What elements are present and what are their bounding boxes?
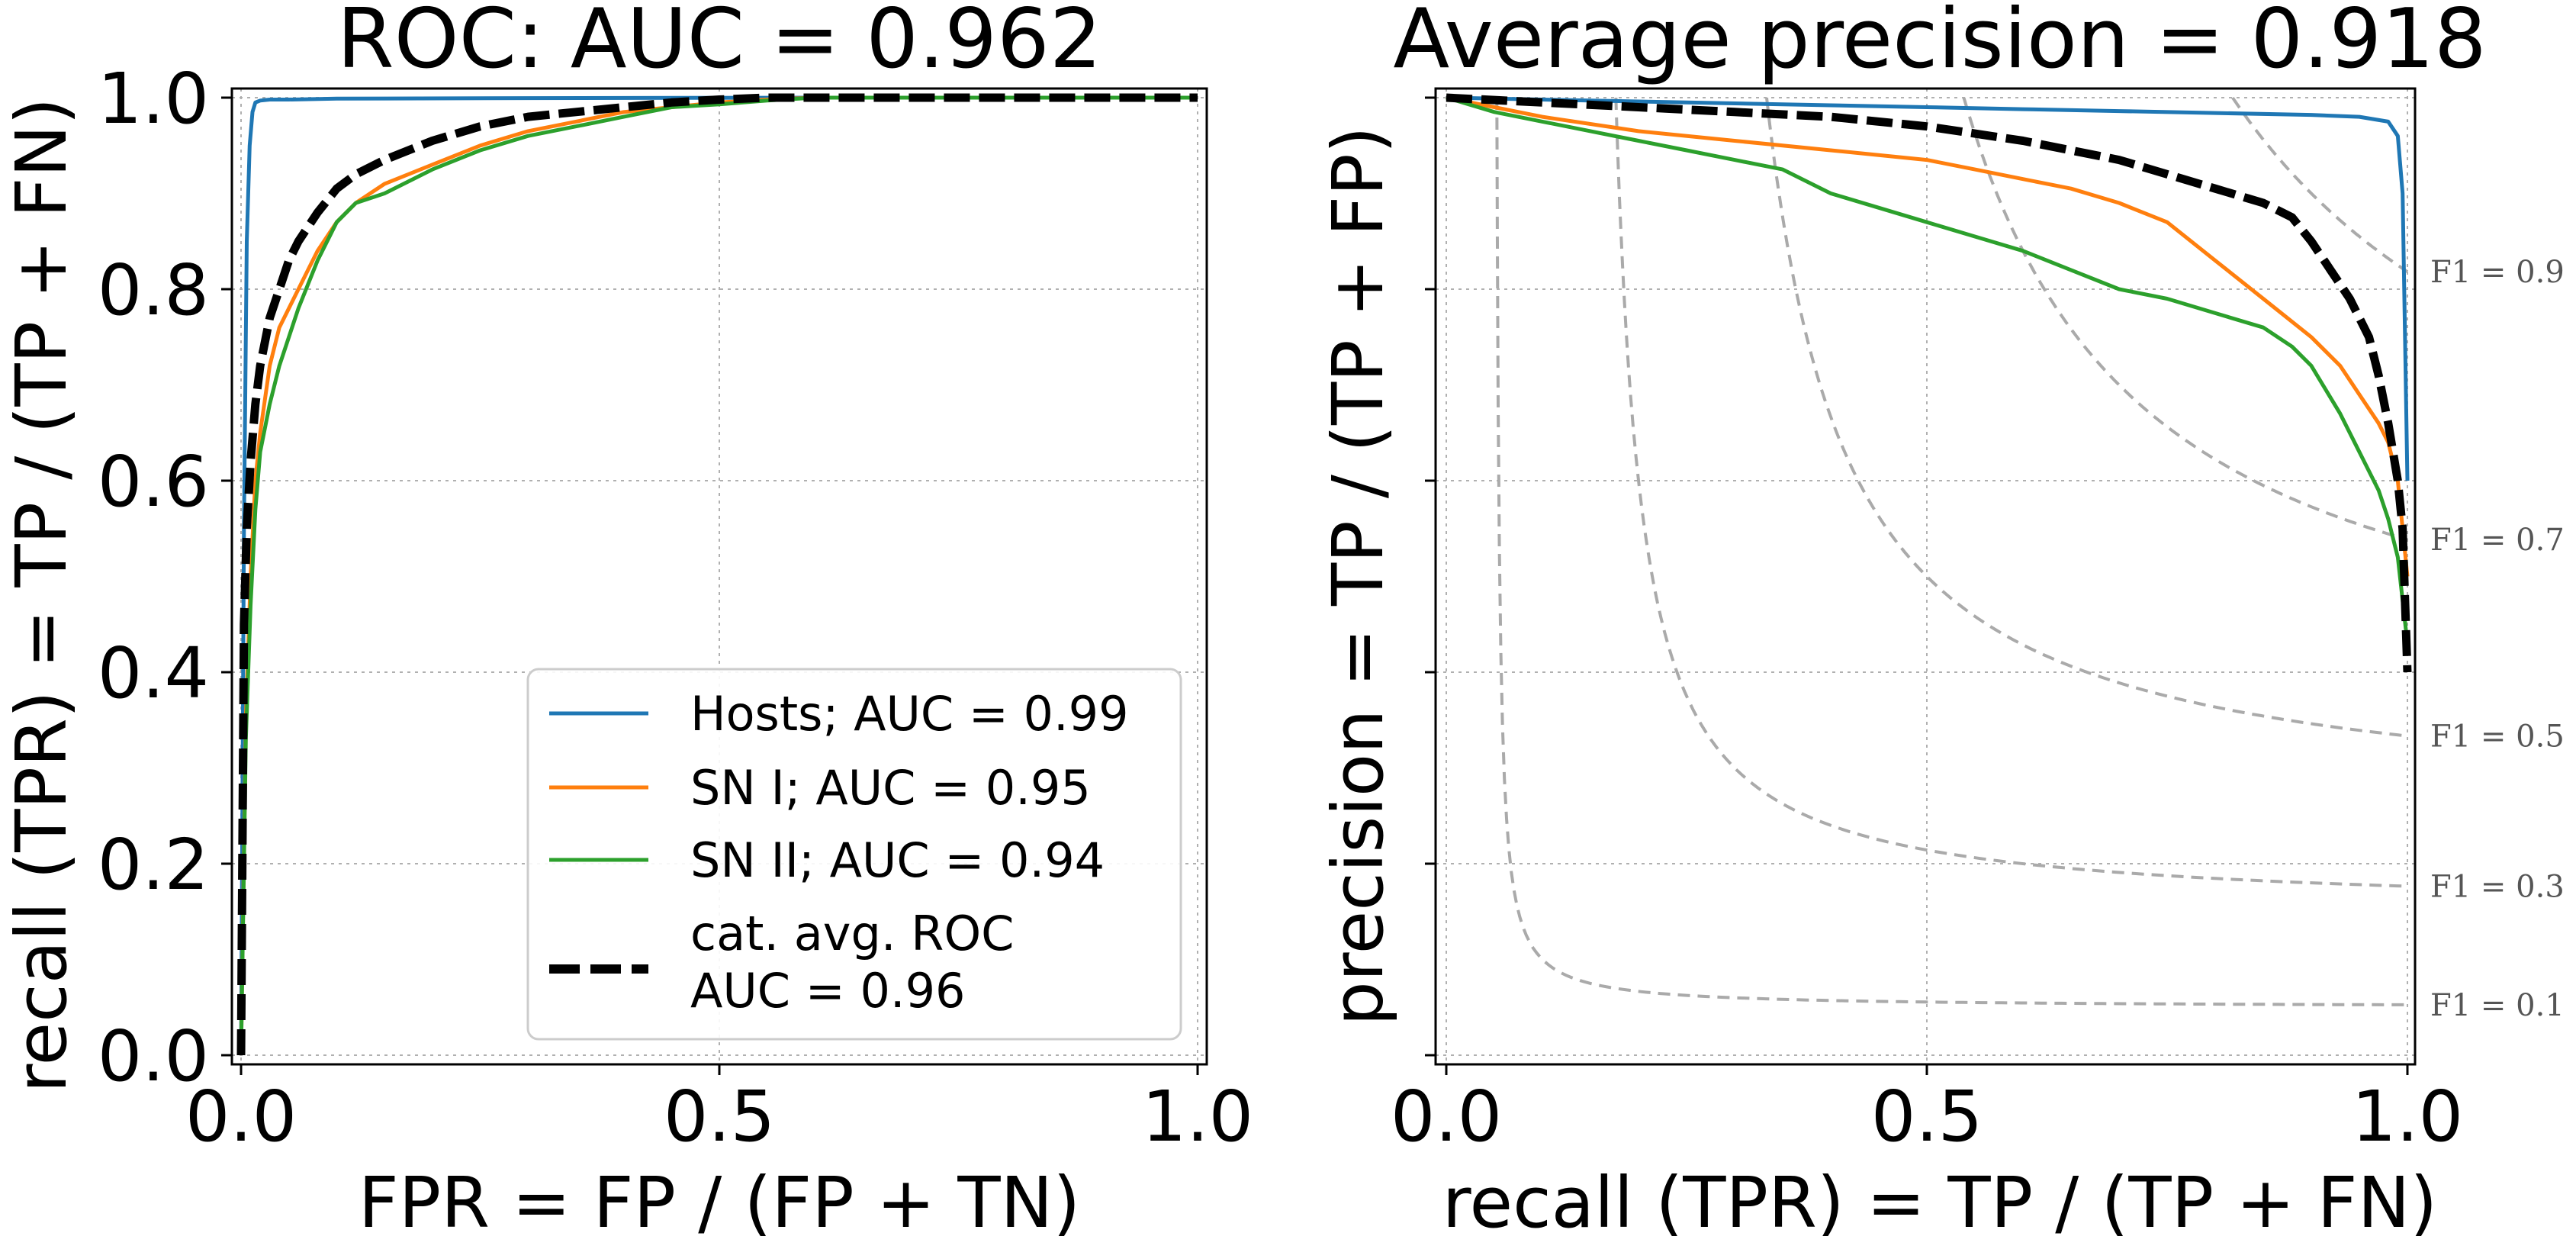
roc-ytick-label-3: 0.6 — [98, 441, 209, 523]
pr-panel: Average precision = 0.918 0.0 0.5 1.0 F1 =… — [1317, 0, 2565, 1244]
roc-ytick-label-1: 0.2 — [98, 824, 209, 906]
roc-series-3 — [236, 93, 1198, 1056]
pr-xtick-label-0: 0.0 — [1391, 1076, 1502, 1157]
iso-f1-label-4: F1 = 0.9 — [2430, 255, 2565, 290]
roc-title: ROC: AUC = 0.962 — [337, 0, 1102, 87]
pr-title: Average precision = 0.918 — [1393, 0, 2486, 87]
pr-iso-f1-labels: F1 = 0.1 F1 = 0.3 F1 = 0.5 F1 = 0.7 F1 = 0.9 — [2430, 255, 2565, 1023]
roc-legend: Hosts; AUC = 0.99 SN I; AUC = 0.95 SN II… — [526, 668, 1182, 1041]
iso-f1-curve-2 — [1765, 97, 2408, 738]
pr-ticks: 0.0 0.5 1.0 — [1391, 96, 2463, 1157]
pr-ylabel: precision = TP / (TP + FP) — [1317, 126, 1399, 1025]
pr-xtick-label-1: 0.5 — [1871, 1076, 1983, 1157]
roc-axes-frame — [230, 87, 1208, 1066]
pr-grid — [1436, 89, 2415, 1064]
roc-ytick-label-4: 0.8 — [98, 249, 209, 331]
legend-box — [526, 668, 1182, 1041]
roc-ytick-label-5: 1.0 — [98, 58, 209, 140]
iso-f1-label-2: F1 = 0.5 — [2430, 719, 2565, 755]
pr-xlabel: recall (TPR) = TP / (TP + FN) — [1442, 1162, 2438, 1244]
roc-panel: ROC: AUC = 0.962 0.0 0.5 1.00.00.20.40.60.… — [1, 0, 1253, 1244]
pr-series-2 — [1446, 95, 2410, 644]
pr-axes-frame — [1434, 87, 2417, 1066]
iso-f1-label-3: F1 = 0.7 — [2430, 523, 2565, 558]
iso-f1-curve-3 — [1962, 97, 2408, 542]
pr-series — [1446, 93, 2412, 673]
roc-ytick-label-2: 0.4 — [98, 633, 209, 714]
roc-ticks: 0.0 0.5 1.0 0.0 0.2 0.4 0.6 0.8 1.0 — [98, 58, 1253, 1157]
legend-label-avg-line2: AUC = 0.96 — [690, 963, 966, 1019]
roc-ylabel: recall (TPR) = TP / (TP + FN) — [1, 98, 82, 1093]
pr-xtick-label-2: 1.0 — [2352, 1076, 2463, 1157]
iso-f1-curve-1 — [1614, 97, 2408, 888]
roc-series — [236, 93, 1198, 1056]
iso-f1-label-0: F1 = 0.1 — [2430, 988, 2565, 1023]
roc-xtick-label-1: 0.5 — [664, 1076, 775, 1157]
legend-label-avg: cat. avg. ROC AUC = 0.96 — [690, 906, 1029, 1019]
pr-series-1 — [1446, 95, 2410, 577]
legend-label-sn1: SN I; AUC = 0.95 — [690, 760, 1091, 816]
legend-label-sn2: SN II; AUC = 0.94 — [690, 832, 1105, 888]
legend-label-avg-line1: cat. avg. ROC — [690, 906, 1014, 961]
pr-series-0 — [1446, 95, 2410, 481]
roc-ytick-label-0: 0.0 — [98, 1016, 209, 1097]
pr-series-3 — [1446, 93, 2412, 673]
roc-xtick-label-2: 1.0 — [1142, 1076, 1253, 1157]
roc-series-2 — [239, 95, 1198, 1056]
roc-series-0 — [239, 95, 1198, 1056]
iso-f1-label-1: F1 = 0.3 — [2430, 870, 2565, 905]
roc-xlabel: FPR = FP / (FP + TN) — [359, 1162, 1081, 1244]
iso-f1-curve-4 — [2231, 97, 2409, 273]
roc-xtick-label-0: 0.0 — [185, 1076, 297, 1157]
iso-f1-curve-0 — [1495, 97, 2407, 1006]
pr-iso-f1-curves — [1495, 97, 2409, 1006]
legend-label-hosts: Hosts; AUC = 0.99 — [690, 686, 1129, 742]
